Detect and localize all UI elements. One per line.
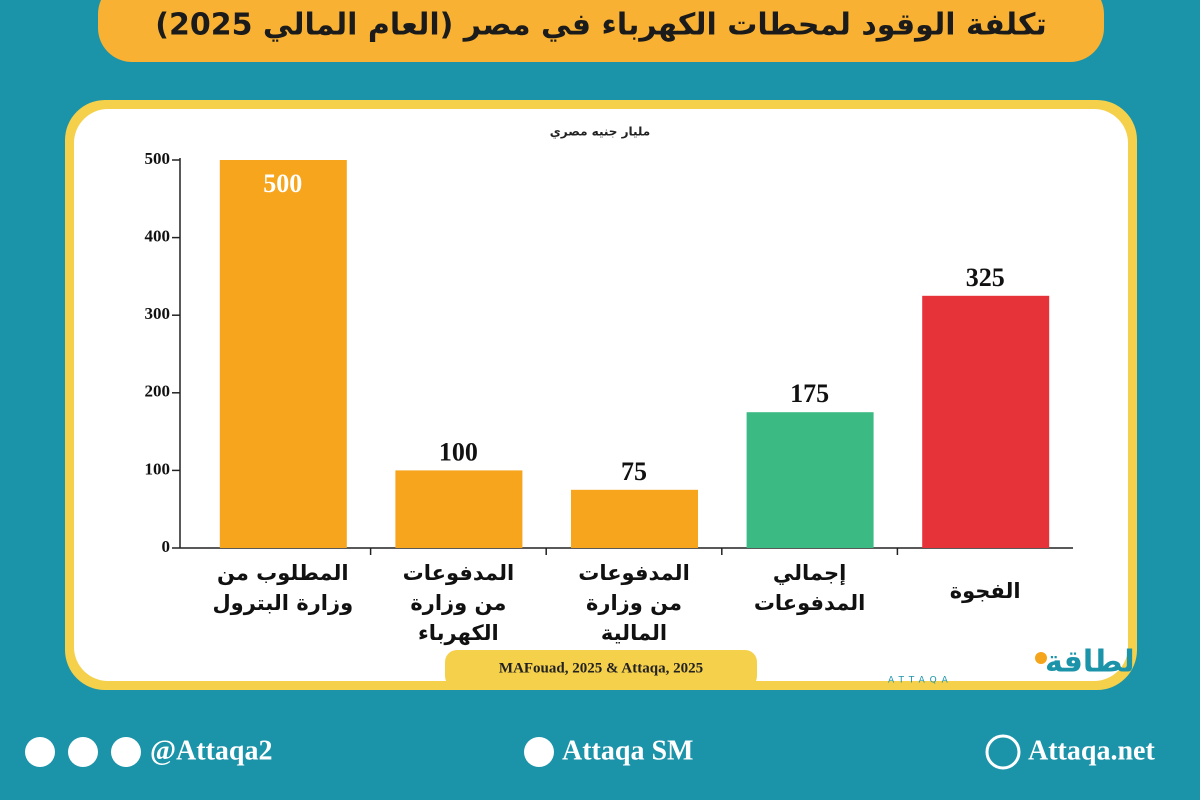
x-tick-label: المدفوعات من وزارة المالية (578, 561, 690, 645)
value-label: 75 (621, 457, 647, 486)
x-tick-label: المدفوعات من وزارة الكهرباء (402, 561, 515, 645)
y-tick-label: 500 (145, 149, 171, 168)
y-tick-label: 100 (145, 459, 171, 478)
bar (571, 489, 698, 548)
icon-x (25, 737, 55, 767)
y-tick-label: 300 (145, 304, 171, 323)
source-box (445, 650, 757, 688)
bar (395, 470, 523, 548)
footer-website: Attaqa.net (1028, 735, 1155, 766)
y-tick-label: 200 (145, 382, 171, 401)
x-tick-label: إجمالي المدفوعات (753, 561, 866, 615)
value-label: 175 (790, 379, 829, 408)
logo-drop (1035, 652, 1047, 664)
value-label: 100 (439, 437, 478, 466)
icon-youtube (524, 737, 554, 767)
icon-instagram (68, 737, 98, 767)
x-tick-label: المطلوب من وزارة البترول (212, 561, 354, 615)
y-tick-label: 400 (145, 227, 171, 246)
footer-social: @Attaqa2 (150, 735, 273, 766)
bar (219, 160, 347, 548)
source: MAFouad, 2025 & Attaqa, 2025 (499, 660, 703, 676)
x-tick-label: الفجوة (949, 579, 1021, 603)
social-icons (25, 734, 1021, 770)
icon-globe (985, 734, 1021, 770)
y-axis-unit: مليار جنيه مصري (550, 125, 650, 139)
value-label: 325 (966, 263, 1005, 292)
bar (746, 412, 874, 548)
value-label: 500 (263, 169, 302, 198)
logo: الطاقة (1045, 645, 1145, 680)
logo-latin: ATTAQA (888, 676, 953, 686)
chart-title: تكلفة الوقود لمحطات الكهرباء في مصر (الع… (155, 8, 1046, 43)
y-tick-label: 0 (162, 537, 171, 556)
title-banner (98, 0, 1104, 62)
icon-facebook (111, 737, 141, 767)
bar (922, 295, 1050, 548)
footer-youtube: Attaqa SM (562, 735, 693, 766)
